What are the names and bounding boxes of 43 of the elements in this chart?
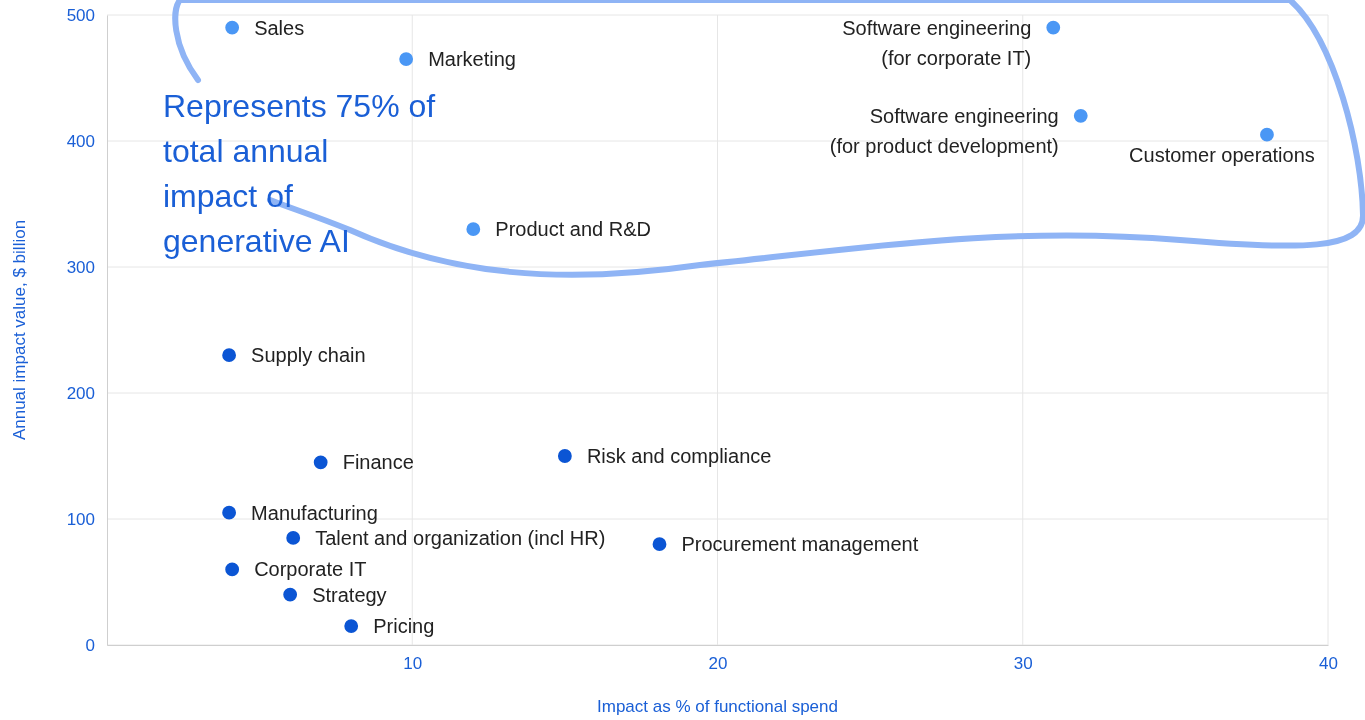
annotation: Software engineering (for corporate IT) xyxy=(842,16,1032,69)
x-tick-label: 10 xyxy=(403,654,423,674)
annotation: Marketing xyxy=(428,48,516,71)
annotation: Procurement management xyxy=(681,533,919,556)
point xyxy=(466,222,481,237)
point xyxy=(225,20,240,35)
y-tick-label: 100 xyxy=(66,509,95,529)
x-tick-label: 40 xyxy=(1319,654,1338,674)
point xyxy=(222,505,237,520)
point xyxy=(286,531,301,545)
point xyxy=(1260,127,1274,142)
point xyxy=(225,562,240,577)
point xyxy=(222,348,237,363)
point xyxy=(399,52,414,66)
point xyxy=(283,587,298,602)
y-tick-label: 200 xyxy=(66,383,95,403)
annotation: Risk and compliance xyxy=(586,445,772,467)
annotation: Represents 75% of total annual impact of generative AI xyxy=(163,88,436,259)
annotation: Strategy xyxy=(312,583,387,606)
annotation: Sales xyxy=(254,16,305,39)
annotation: Finance xyxy=(342,451,414,474)
y-tick-label: 300 xyxy=(66,257,95,277)
point xyxy=(1046,20,1061,35)
annotation: Pricing xyxy=(373,615,435,638)
x-tick-label: 20 xyxy=(708,654,728,674)
y-tick-label: 500 xyxy=(66,5,95,25)
x-tick-label: 30 xyxy=(1013,654,1033,674)
point xyxy=(652,537,667,552)
y-tick-label: 0 xyxy=(85,635,95,655)
annotation: Product and R&D xyxy=(495,218,651,241)
y-tick-label: 400 xyxy=(66,131,95,151)
annotation: Corporate IT xyxy=(254,558,367,581)
annotation: Software engineering (for product development) xyxy=(829,104,1059,157)
point xyxy=(344,619,359,633)
point xyxy=(557,449,572,463)
y-axis-title: Annual impact value, $ billion xyxy=(10,219,29,441)
x-axis-title: Impact as % of functional spend xyxy=(597,697,838,716)
annotation: Talent and organization (incl HR) xyxy=(315,526,606,549)
annotation: Manufacturing xyxy=(251,501,378,524)
point xyxy=(313,455,328,470)
annotation: Customer operations xyxy=(1129,143,1315,166)
point xyxy=(1073,108,1088,123)
annotation: Supply chain xyxy=(251,344,366,367)
